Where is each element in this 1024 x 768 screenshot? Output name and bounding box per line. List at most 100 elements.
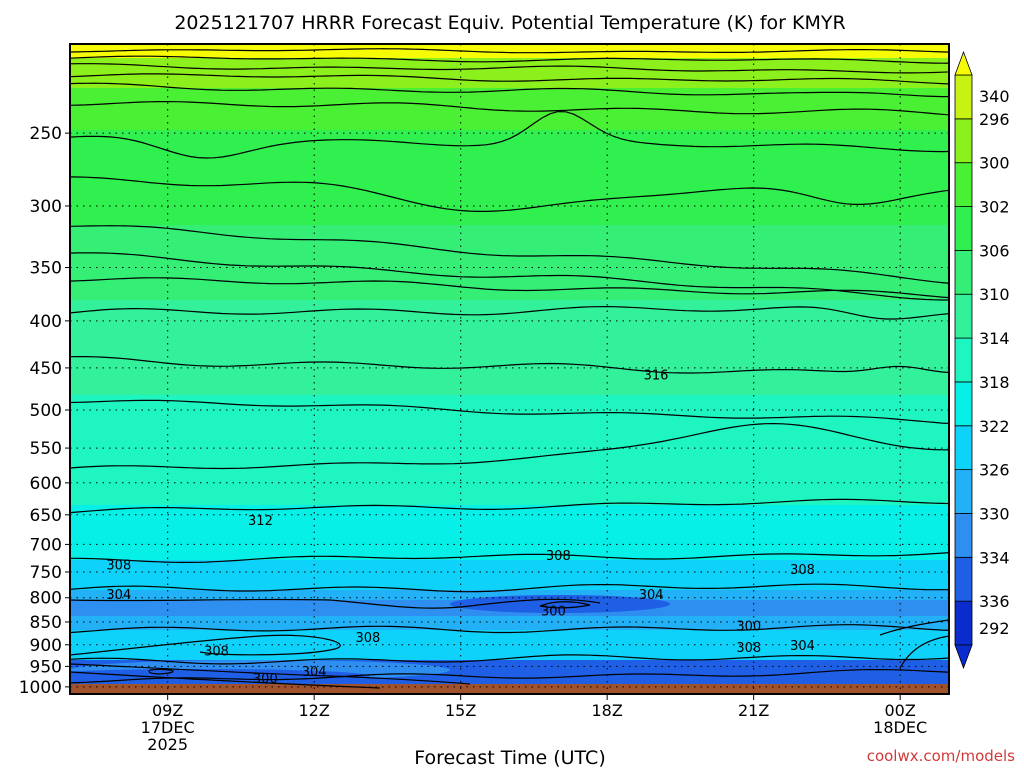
contour-label-text: 308: [106, 559, 131, 574]
contour-line: [70, 176, 949, 212]
legend-label: 322: [979, 417, 1010, 436]
legend-label: 334: [979, 548, 1010, 567]
y-tick-label: 650: [30, 506, 62, 526]
x-tick-label: 00Z: [885, 701, 916, 720]
y-axis: 250 300 350 400 450 500 550 600 650 700 750 800 850 9…: [19, 124, 70, 698]
contour-line: [70, 63, 949, 74]
legend-label: 306: [979, 241, 1010, 260]
contour-line: [70, 583, 949, 593]
contour-line: [70, 663, 471, 685]
grid-lines: [70, 44, 949, 694]
credit-text: coolwx.com/models: [867, 747, 1015, 765]
contour-label-text: 300: [736, 620, 761, 635]
contour-label-text: 300: [253, 672, 278, 687]
contour-line: [70, 654, 949, 665]
contour-label-text: 308: [204, 645, 229, 660]
legend-swatch: [954, 337, 973, 383]
legend-swatch: [954, 381, 973, 427]
contour-label-text: 300: [541, 604, 566, 619]
contour-line: [539, 601, 591, 609]
contour-line: [70, 668, 949, 684]
x-axis-title: Forecast Time (UTC): [414, 747, 605, 768]
chart-title: 2025121707 HRRR Forecast Equiv. Potentia…: [174, 12, 845, 34]
contour-line: [70, 422, 949, 470]
legend-swatch: [954, 293, 973, 339]
y-tick-label: 450: [30, 359, 62, 379]
y-tick-label: 950: [30, 657, 62, 677]
x-tick-label: 09Z: [152, 701, 183, 720]
y-tick-label: 900: [30, 636, 62, 656]
x-tick-label: 2025: [147, 735, 188, 754]
legend-swatch: [954, 425, 973, 471]
legend-swatch: [954, 118, 973, 164]
legend-swatch: [954, 600, 973, 646]
legend-label: 326: [979, 461, 1010, 480]
contour-line: [70, 356, 949, 374]
legend-label: 302: [979, 198, 1010, 217]
color-band: [450, 595, 670, 613]
contour-labels: 316 312 308 308 308 304 304 300 300 308 308 304 308 3…: [106, 369, 815, 687]
contour-line: [70, 252, 949, 301]
legend-label: 292: [979, 619, 1010, 638]
contour-line: [70, 82, 949, 98]
contour-label: 316: [644, 369, 669, 384]
contour-line: [70, 305, 949, 320]
legend-label: 330: [979, 504, 1010, 523]
legend-swatch: [954, 513, 973, 558]
legend-label: 296: [979, 110, 1010, 129]
y-tick-label: 350: [30, 259, 62, 279]
y-tick-label: 750: [30, 563, 62, 583]
legend-swatch: [954, 74, 973, 120]
contour-label-text: 308: [355, 631, 380, 646]
contour-line: [70, 399, 949, 425]
contour-label: 304: [106, 588, 131, 603]
y-tick-label: 400: [30, 312, 62, 332]
contour-line: [70, 552, 949, 564]
x-tick-label: 18Z: [592, 701, 623, 720]
legend-swatch: [954, 206, 973, 251]
contour-line: [70, 48, 949, 54]
color-band: [70, 44, 949, 58]
legend-label: 336: [979, 592, 1010, 611]
x-tick-label: 21Z: [738, 701, 769, 720]
y-tick-label: 300: [30, 197, 62, 217]
contour-line: [70, 55, 949, 64]
color-band: [120, 632, 380, 656]
contour-lines: [70, 48, 949, 689]
legend-label: 318: [979, 373, 1010, 392]
legend-label: 314: [979, 329, 1010, 348]
contour-label: 300: [541, 604, 566, 619]
legend-swatch: [954, 556, 973, 602]
contour-label: 304: [790, 639, 815, 654]
legend-arrow-bottom: [954, 644, 973, 670]
plot-area: 316 312 308 308 308 304 304 300 300 308 308 304 308 3…: [69, 43, 950, 695]
y-tick-label: 700: [30, 535, 62, 555]
contour-label: 308: [355, 631, 380, 646]
legend-swatch: [954, 249, 973, 295]
legend-label: 340: [979, 87, 1010, 106]
y-tick-label: 250: [30, 124, 62, 144]
y-tick-label: 600: [30, 474, 62, 494]
legend-label: 310: [979, 285, 1010, 304]
plot-frame: [69, 43, 950, 695]
y-tick-label: 550: [30, 439, 62, 459]
contour-label-text: 308: [790, 563, 815, 578]
contour-line: [70, 671, 381, 689]
contour-line: [70, 73, 949, 85]
contour-label-text: 316: [644, 369, 669, 384]
contour-label-text: 304: [106, 588, 131, 603]
contour-label: 308: [790, 563, 815, 578]
contour-label: 304: [302, 665, 327, 680]
contour-line: [70, 225, 949, 284]
contour-line: [879, 619, 949, 636]
color-legend: 292 296 300 302 306 310 314 318 322 326 330 334 336 3…: [954, 50, 1010, 670]
contour-label: 304: [639, 588, 664, 603]
contour-label: 308: [546, 549, 571, 564]
contour-line: [70, 598, 601, 609]
x-tick-label: 15Z: [445, 701, 476, 720]
contour-line: [70, 498, 949, 514]
y-tick-label: 500: [30, 401, 62, 421]
contour-line: [70, 634, 341, 656]
contour-line: [70, 277, 949, 299]
